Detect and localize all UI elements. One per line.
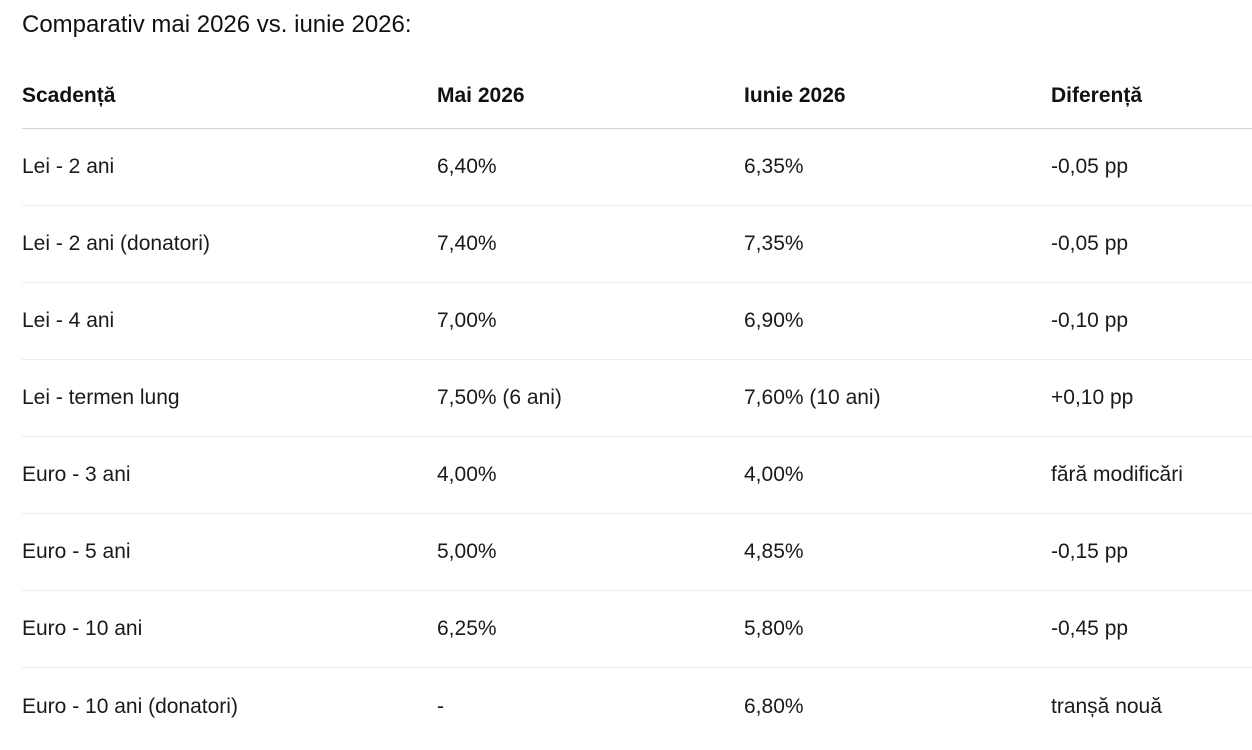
cell-mai-2026: 4,00%: [437, 463, 497, 486]
cell-diferenta: -0,45 pp: [1051, 617, 1129, 640]
cell-scadenta: Lei - 2 ani (donatori): [22, 232, 210, 255]
cell-mai-2026: 5,00%: [437, 540, 497, 563]
cell-scadenta: Euro - 3 ani: [22, 463, 131, 486]
cell-iunie-2026: 7,60% (10 ani): [744, 386, 881, 409]
cell-scadenta: Euro - 10 ani (donatori): [22, 694, 238, 718]
cell-iunie-2026: 6,80%: [744, 694, 804, 718]
page-title: Comparativ mai 2026 vs. iunie 2026:: [22, 11, 412, 38]
cell-mai-2026: -: [437, 694, 444, 718]
cell-diferenta: -0,10 pp: [1051, 309, 1129, 332]
column-header-diferenta: Diferență: [1051, 84, 1143, 107]
cell-iunie-2026: 6,35%: [744, 155, 804, 178]
cell-scadenta: Lei - termen lung: [22, 386, 180, 409]
cell-scadenta: Lei - 4 ani: [22, 309, 115, 332]
cell-mai-2026: 6,25%: [437, 617, 497, 640]
cell-scadenta: Euro - 10 ani: [22, 617, 143, 640]
cell-mai-2026: 7,50% (6 ani): [437, 386, 562, 409]
table-row: Lei - 2 ani 6,40% 6,35% -0,05 pp: [22, 129, 1252, 206]
cell-iunie-2026: 7,35%: [744, 232, 804, 255]
cell-scadenta: Lei - 2 ani: [22, 155, 115, 178]
cell-diferenta: tranșă nouă: [1051, 694, 1162, 718]
cell-diferenta: -0,15 pp: [1051, 540, 1129, 563]
comparison-table: Scadență Mai 2026 Iunie 2026 Diferență L…: [22, 64, 1252, 745]
cell-iunie-2026: 4,00%: [744, 463, 804, 486]
column-header-mai-2026: Mai 2026: [437, 84, 525, 107]
column-header-scadenta: Scadență: [22, 84, 116, 107]
cell-diferenta: -0,05 pp: [1051, 155, 1129, 178]
cell-iunie-2026: 4,85%: [744, 540, 804, 563]
cell-mai-2026: 7,40%: [437, 232, 497, 255]
cell-diferenta: fără modificări: [1051, 463, 1183, 486]
table-row: Euro - 3 ani 4,00% 4,00% fără modificări: [22, 437, 1252, 514]
table-row: Euro - 10 ani 6,25% 5,80% -0,45 pp: [22, 591, 1252, 668]
table-row: Lei - 4 ani 7,00% 6,90% -0,10 pp: [22, 283, 1252, 360]
cell-diferenta: +0,10 pp: [1051, 386, 1134, 409]
cell-mai-2026: 7,00%: [437, 309, 497, 332]
table-row: Euro - 10 ani (donatori) - 6,80% tranșă …: [22, 668, 1252, 745]
table-row: Euro - 5 ani 5,00% 4,85% -0,15 pp: [22, 514, 1252, 591]
cell-diferenta: -0,05 pp: [1051, 232, 1129, 255]
table-header-row: Scadență Mai 2026 Iunie 2026 Diferență: [22, 64, 1252, 129]
table-row: Lei - termen lung 7,50% (6 ani) 7,60% (1…: [22, 360, 1252, 437]
cell-scadenta: Euro - 5 ani: [22, 540, 131, 563]
cell-iunie-2026: 6,90%: [744, 309, 804, 332]
cell-iunie-2026: 5,80%: [744, 617, 804, 640]
table-row: Lei - 2 ani (donatori) 7,40% 7,35% -0,05…: [22, 206, 1252, 283]
column-header-iunie-2026: Iunie 2026: [744, 84, 846, 107]
cell-mai-2026: 6,40%: [437, 155, 497, 178]
